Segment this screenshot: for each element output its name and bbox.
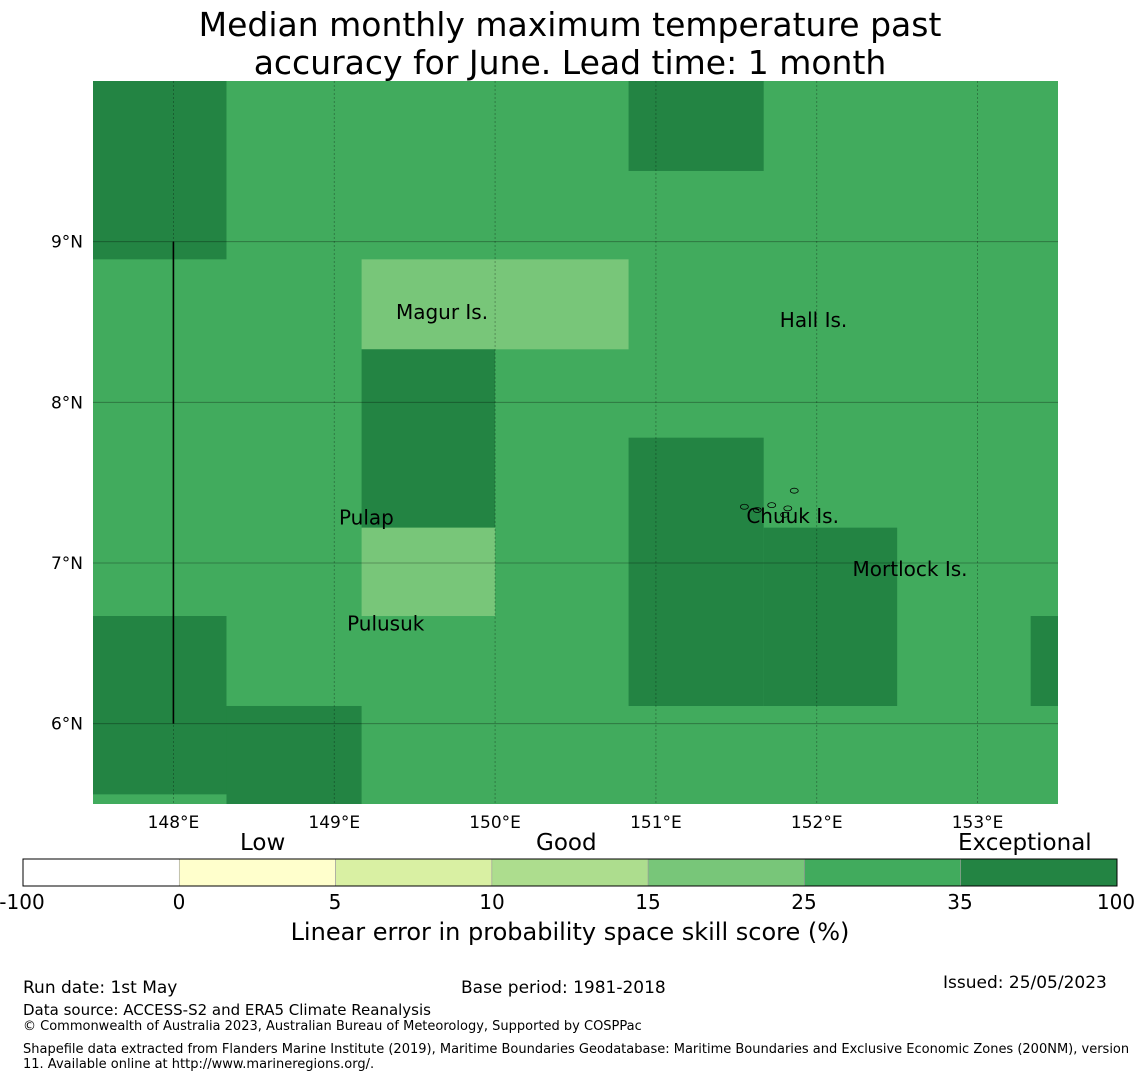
lon-tick-label: 151°E xyxy=(630,813,682,833)
lat-tick-label: 6°N xyxy=(51,715,83,735)
place-label: Chuuk Is. xyxy=(746,504,839,528)
skill-cell xyxy=(93,616,227,795)
colorbar-segment xyxy=(491,858,649,887)
island-outline xyxy=(780,511,789,518)
skill-cell xyxy=(361,527,496,617)
colorbar-tick: 25 xyxy=(791,890,817,914)
colorbar-category-good: Good xyxy=(536,830,597,856)
title-line-1: Median monthly maximum temperature past xyxy=(198,5,942,44)
colorbar-tick: 100 xyxy=(1096,890,1136,914)
title-line-2: accuracy for June. Lead time: 1 month xyxy=(253,43,887,82)
colorbar-segment xyxy=(804,858,962,887)
map-background xyxy=(93,81,1058,804)
skill-cell xyxy=(361,349,496,528)
skill-cell xyxy=(628,81,764,171)
colorbar-tick: 15 xyxy=(635,890,661,914)
lat-tick-label: 7°N xyxy=(51,554,83,574)
place-label: Pulusuk xyxy=(347,611,425,635)
colorbar-label: Linear error in probability space skill … xyxy=(290,918,850,946)
data-source: Data source: ACCESS-S2 and ERA5 Climate … xyxy=(23,1001,431,1019)
island-outline xyxy=(739,503,749,510)
colorbar-segment xyxy=(22,858,180,887)
lat-tick-label: 8°N xyxy=(51,393,83,413)
place-label: Pulap xyxy=(339,505,394,529)
colorbar-segment xyxy=(647,858,805,887)
colorbar-tick: 0 xyxy=(172,890,186,914)
colorbar-tick: 35 xyxy=(947,890,973,914)
copyright: © Commonwealth of Australia 2023, Austra… xyxy=(23,1019,642,1034)
colorbar-category-low: Low xyxy=(240,830,286,856)
colorbar-segment xyxy=(335,858,493,887)
colorbar-tick: 10 xyxy=(479,890,505,914)
place-label: Magur Is. xyxy=(396,300,488,324)
skill-cell xyxy=(361,259,629,350)
colorbar-segment xyxy=(960,858,1118,887)
skill-cell xyxy=(763,527,898,706)
skill-cell xyxy=(628,437,764,706)
chart-title: Median monthly maximum temperature past … xyxy=(0,6,1140,82)
skill-cell xyxy=(1030,616,1058,706)
skill-cell xyxy=(226,705,362,804)
island-outline xyxy=(783,505,793,512)
colorbar-segment xyxy=(178,858,336,887)
base-period: Base period: 1981-2018 xyxy=(461,978,666,998)
lon-tick-label: 150°E xyxy=(469,813,521,833)
lon-tick-label: 149°E xyxy=(308,813,360,833)
island-outline xyxy=(767,502,777,509)
colorbar-frame xyxy=(22,858,1118,887)
lon-tick-label: 152°E xyxy=(791,813,843,833)
place-label: Mortlock Is. xyxy=(853,557,968,581)
shapefile-credit: Shapefile data extracted from Flanders M… xyxy=(23,1042,1130,1072)
lon-tick-label: 148°E xyxy=(148,813,200,833)
place-label: Hall Is. xyxy=(780,308,847,332)
colorbar-tick: -100 xyxy=(0,890,45,914)
colorbar-tick: 5 xyxy=(328,890,342,914)
run-date: Run date: 1st May xyxy=(23,978,178,998)
island-outline xyxy=(752,507,762,513)
lon-tick-label: 153°E xyxy=(952,813,1004,833)
lat-tick-label: 9°N xyxy=(51,233,83,253)
skill-cell xyxy=(93,81,227,260)
island-outline xyxy=(789,487,799,494)
issued-date: Issued: 25/05/2023 xyxy=(943,973,1107,993)
colorbar-category-exceptional: Exceptional xyxy=(958,830,1092,856)
